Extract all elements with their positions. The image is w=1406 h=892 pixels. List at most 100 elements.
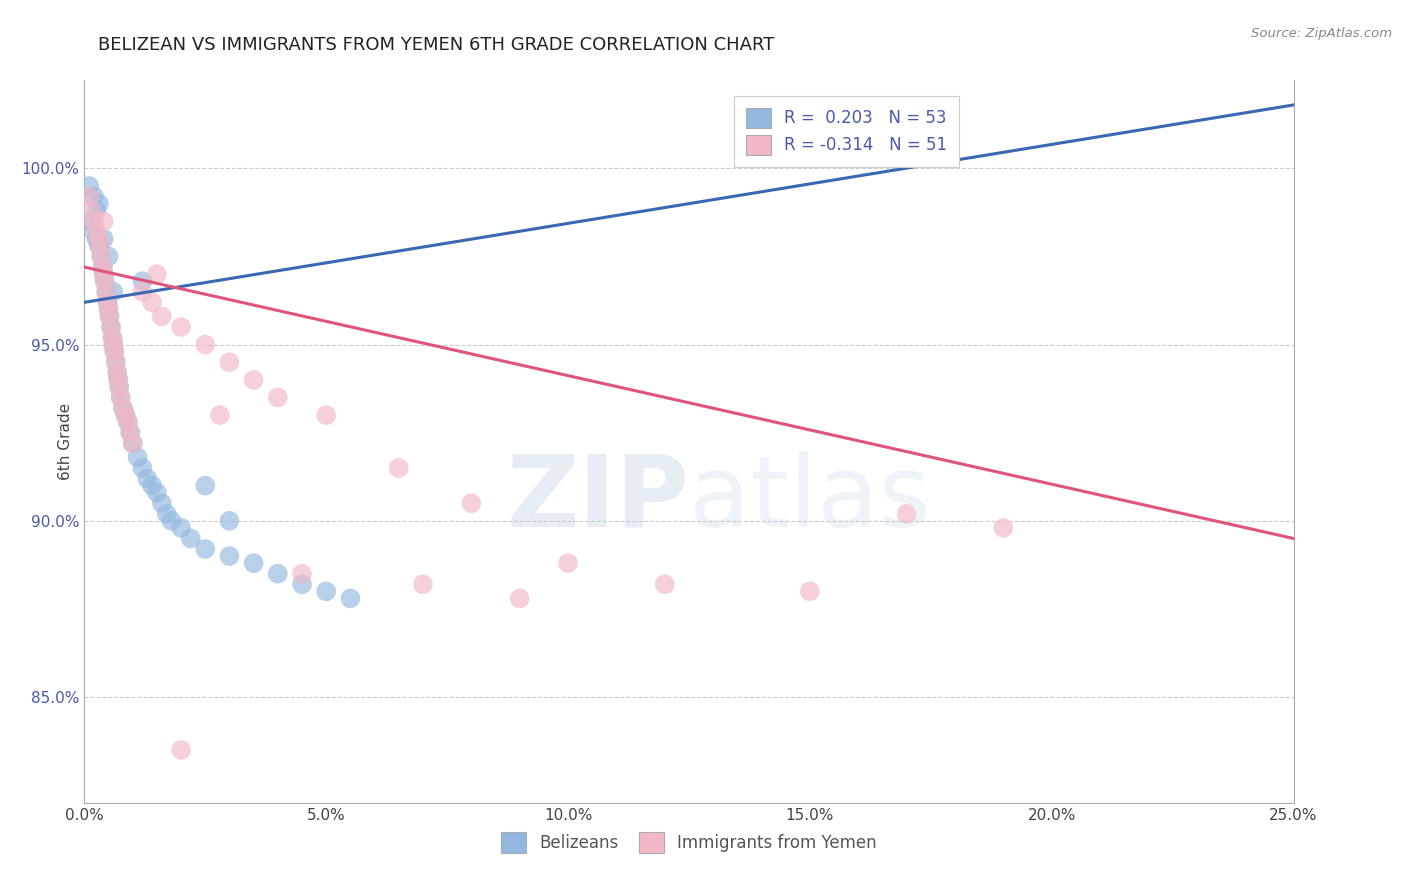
Point — [93, 267, 115, 281]
Point — [208, 408, 231, 422]
Point — [242, 556, 264, 570]
Point — [103, 337, 125, 351]
Point — [120, 425, 142, 440]
Point — [194, 542, 217, 557]
Point — [103, 344, 125, 359]
Point — [412, 577, 434, 591]
Point — [141, 295, 163, 310]
Point — [93, 232, 115, 246]
Point — [896, 507, 918, 521]
Point — [170, 320, 193, 334]
Point — [93, 274, 115, 288]
Text: ZIP: ZIP — [506, 450, 689, 548]
Point — [93, 267, 115, 281]
Point — [90, 250, 112, 264]
Point — [108, 380, 131, 394]
Point — [155, 507, 177, 521]
Point — [291, 566, 314, 581]
Point — [98, 310, 121, 324]
Point — [103, 344, 125, 359]
Point — [86, 225, 108, 239]
Point — [121, 436, 143, 450]
Point — [105, 366, 128, 380]
Point — [97, 295, 120, 310]
Point — [77, 179, 100, 194]
Point — [103, 337, 125, 351]
Point — [83, 189, 105, 203]
Point — [80, 203, 103, 218]
Point — [105, 366, 128, 380]
Point — [799, 584, 821, 599]
Point — [93, 214, 115, 228]
Point — [194, 337, 217, 351]
Point — [136, 471, 159, 485]
Point — [127, 450, 149, 465]
Point — [141, 478, 163, 492]
Point — [108, 380, 131, 394]
Point — [315, 584, 337, 599]
Point — [131, 274, 153, 288]
Point — [91, 260, 114, 274]
Point — [107, 373, 129, 387]
Text: atlas: atlas — [689, 450, 931, 548]
Point — [89, 239, 111, 253]
Point — [87, 196, 110, 211]
Point — [100, 320, 122, 334]
Point — [339, 591, 361, 606]
Point — [110, 391, 132, 405]
Point — [460, 496, 482, 510]
Point — [654, 577, 676, 591]
Point — [993, 521, 1015, 535]
Point — [94, 285, 117, 299]
Point — [242, 373, 264, 387]
Point — [83, 214, 105, 228]
Point — [98, 310, 121, 324]
Point — [170, 743, 193, 757]
Point — [100, 320, 122, 334]
Point — [117, 415, 139, 429]
Point — [91, 260, 114, 274]
Point — [291, 577, 314, 591]
Point — [120, 425, 142, 440]
Point — [103, 285, 125, 299]
Point — [97, 302, 120, 317]
Point — [146, 485, 169, 500]
Point — [131, 285, 153, 299]
Point — [218, 549, 240, 563]
Point — [117, 415, 139, 429]
Point — [80, 214, 103, 228]
Point — [267, 391, 290, 405]
Point — [180, 532, 202, 546]
Point — [557, 556, 579, 570]
Point — [107, 373, 129, 387]
Point — [101, 330, 124, 344]
Point — [97, 295, 120, 310]
Text: Source: ZipAtlas.com: Source: ZipAtlas.com — [1251, 27, 1392, 40]
Point — [218, 355, 240, 369]
Point — [112, 401, 135, 415]
Point — [112, 401, 135, 415]
Point — [509, 591, 531, 606]
Point — [83, 225, 105, 239]
Point — [86, 203, 108, 218]
Point — [93, 274, 115, 288]
Point — [97, 250, 120, 264]
Point — [218, 514, 240, 528]
Text: BELIZEAN VS IMMIGRANTS FROM YEMEN 6TH GRADE CORRELATION CHART: BELIZEAN VS IMMIGRANTS FROM YEMEN 6TH GR… — [98, 36, 775, 54]
Point — [104, 355, 127, 369]
Point — [146, 267, 169, 281]
Point — [267, 566, 290, 581]
Point — [315, 408, 337, 422]
Legend: Belizeans, Immigrants from Yemen: Belizeans, Immigrants from Yemen — [495, 826, 883, 860]
Point — [114, 408, 136, 422]
Point — [86, 232, 108, 246]
Point — [101, 330, 124, 344]
Point — [77, 189, 100, 203]
Y-axis label: 6th Grade: 6th Grade — [58, 403, 73, 480]
Point — [110, 391, 132, 405]
Point — [121, 436, 143, 450]
Point — [90, 250, 112, 264]
Point — [104, 355, 127, 369]
Point — [160, 514, 183, 528]
Point — [388, 461, 411, 475]
